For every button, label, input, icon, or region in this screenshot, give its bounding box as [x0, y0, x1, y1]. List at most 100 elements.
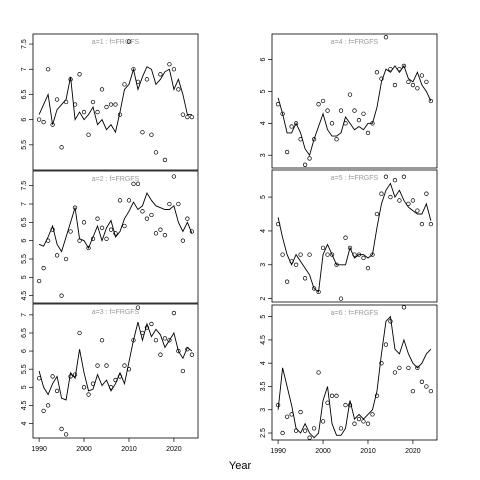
- observed-point: [86, 132, 91, 137]
- observed-point: [158, 227, 163, 232]
- y-tick-label: 5: [260, 315, 267, 319]
- observed-point: [410, 198, 416, 203]
- observed-point: [104, 236, 109, 241]
- y-tick-label: 7: [21, 67, 28, 71]
- observed-point: [41, 266, 46, 271]
- observed-point: [311, 426, 317, 431]
- observed-point: [424, 384, 429, 389]
- observed-point: [86, 245, 91, 251]
- panel-title: a=1 : f=FRGFS: [92, 39, 140, 46]
- observed-point: [401, 63, 407, 69]
- observed-point: [325, 400, 330, 405]
- observed-point: [131, 338, 136, 343]
- observed-point: [334, 137, 339, 142]
- observed-point: [50, 227, 55, 232]
- panel-title: a=6 : f=FRGFS: [331, 310, 379, 317]
- observed-point: [90, 236, 96, 241]
- observed-point: [162, 336, 168, 341]
- observed-point: [307, 252, 312, 257]
- observed-point: [343, 235, 348, 240]
- fitted-line: [38, 321, 193, 401]
- observed-point: [36, 278, 42, 284]
- observed-point: [68, 229, 73, 234]
- y-tick-label: 5.5: [21, 140, 28, 150]
- x-tick-label: 1990: [270, 448, 286, 455]
- observed-point: [81, 385, 87, 390]
- observed-point: [320, 245, 326, 250]
- observed-point: [113, 102, 118, 107]
- y-tick-label: 4.5: [21, 291, 28, 301]
- panel-title: a=3 : f=FRGFS: [92, 309, 140, 316]
- panel-frame: [32, 170, 199, 304]
- observed-point: [162, 157, 168, 163]
- observed-point: [122, 82, 127, 87]
- observed-point: [59, 293, 64, 298]
- observed-point: [419, 379, 425, 384]
- observed-point: [122, 223, 127, 229]
- observed-point: [302, 276, 308, 281]
- y-tick-label: 3: [260, 408, 267, 412]
- panel-frame: [271, 169, 438, 303]
- observed-point: [379, 76, 384, 81]
- x-axis-label: Year: [229, 460, 252, 472]
- observed-point: [361, 419, 366, 424]
- observed-point: [388, 194, 393, 200]
- observed-point: [365, 421, 371, 426]
- y-tick-label: 4: [260, 229, 267, 233]
- observed-point: [415, 208, 420, 213]
- observed-point: [392, 178, 398, 183]
- observed-point: [388, 66, 393, 72]
- y-tick-label: 6: [21, 118, 28, 122]
- observed-point: [41, 119, 46, 125]
- panel-frame: [32, 33, 199, 171]
- observed-point: [343, 121, 348, 126]
- observed-point: [298, 252, 303, 257]
- observed-point: [176, 348, 181, 354]
- observed-point: [131, 181, 136, 186]
- observed-point: [45, 238, 51, 243]
- observed-point: [135, 181, 141, 186]
- y-tick-label: 7: [21, 313, 28, 317]
- observed-point: [302, 162, 308, 167]
- observed-point: [347, 92, 353, 97]
- y-tick-label: 7.5: [21, 39, 28, 49]
- panel-title: a=5 : f=FRGFS: [331, 175, 379, 182]
- observed-point: [289, 124, 294, 129]
- observed-point: [36, 117, 42, 122]
- observed-point: [365, 130, 371, 136]
- observed-point: [370, 412, 375, 417]
- observed-point: [275, 222, 281, 227]
- fitted-line: [277, 315, 432, 439]
- observed-point: [104, 104, 109, 110]
- observed-point: [149, 212, 154, 218]
- observed-point: [54, 253, 60, 258]
- observed-point: [153, 231, 159, 236]
- fitted-line: [277, 64, 432, 157]
- observed-point: [316, 370, 321, 375]
- observed-point: [144, 77, 150, 82]
- observed-point: [320, 419, 326, 424]
- panel-title: a=4 : f=FRGFS: [331, 39, 379, 46]
- observed-point: [284, 149, 290, 155]
- observed-point: [410, 388, 416, 394]
- observed-point: [149, 321, 154, 327]
- y-tick-label: 5.5: [21, 254, 28, 264]
- observed-point: [135, 79, 141, 85]
- y-tick-label: 5: [260, 89, 267, 93]
- observed-point: [338, 296, 344, 301]
- y-tick-label: 3.5: [260, 381, 267, 391]
- observed-point: [135, 305, 141, 310]
- observed-point: [189, 114, 195, 120]
- observed-point: [126, 39, 132, 44]
- observed-point: [334, 262, 339, 267]
- observed-point: [36, 376, 42, 381]
- observed-point: [180, 112, 186, 117]
- panel-title: a=2 : f=FRGFS: [92, 176, 140, 183]
- x-tick-label: 2000: [315, 448, 331, 455]
- observed-point: [356, 117, 362, 123]
- x-tick-label: 2010: [121, 446, 137, 453]
- y-tick-label: 7.5: [21, 181, 28, 191]
- observed-point: [95, 216, 100, 221]
- observed-point: [140, 209, 145, 214]
